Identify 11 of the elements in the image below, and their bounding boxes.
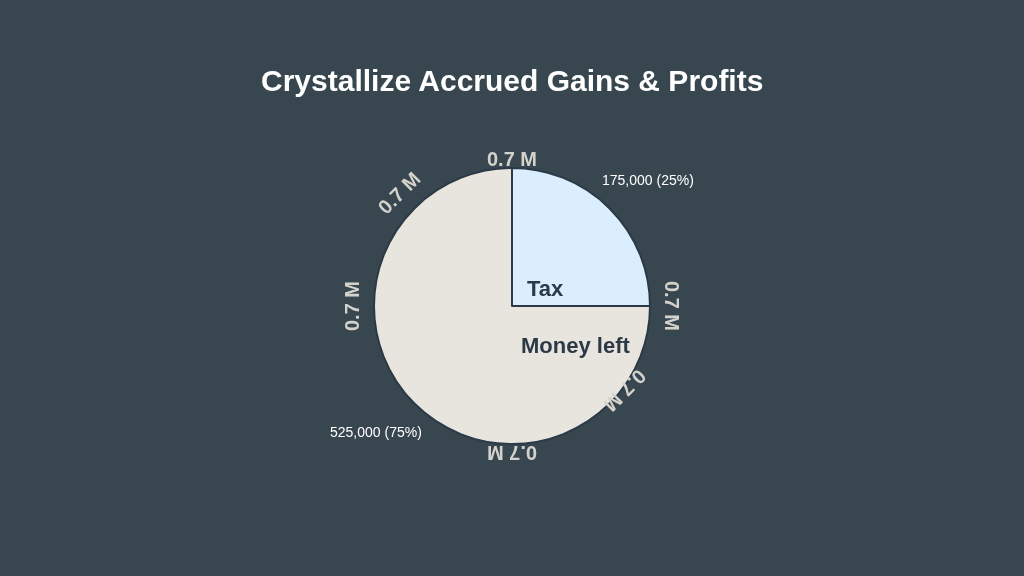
slice-label: Money left xyxy=(521,333,631,358)
slice-label: Tax xyxy=(527,276,565,301)
text: 0.7 M xyxy=(486,442,537,464)
text: 0.7 M xyxy=(599,365,651,417)
data-label: 525,000 (75%) xyxy=(330,424,422,440)
text: 0.7 M xyxy=(661,281,683,332)
text: 0.7 M xyxy=(487,148,538,170)
text: 0.7 M xyxy=(341,280,363,331)
text: 0.7 M xyxy=(373,167,425,219)
data-label: 175,000 (25%) xyxy=(602,172,694,188)
chart-title: Crystallize Accrued Gains & Profits xyxy=(261,64,764,97)
